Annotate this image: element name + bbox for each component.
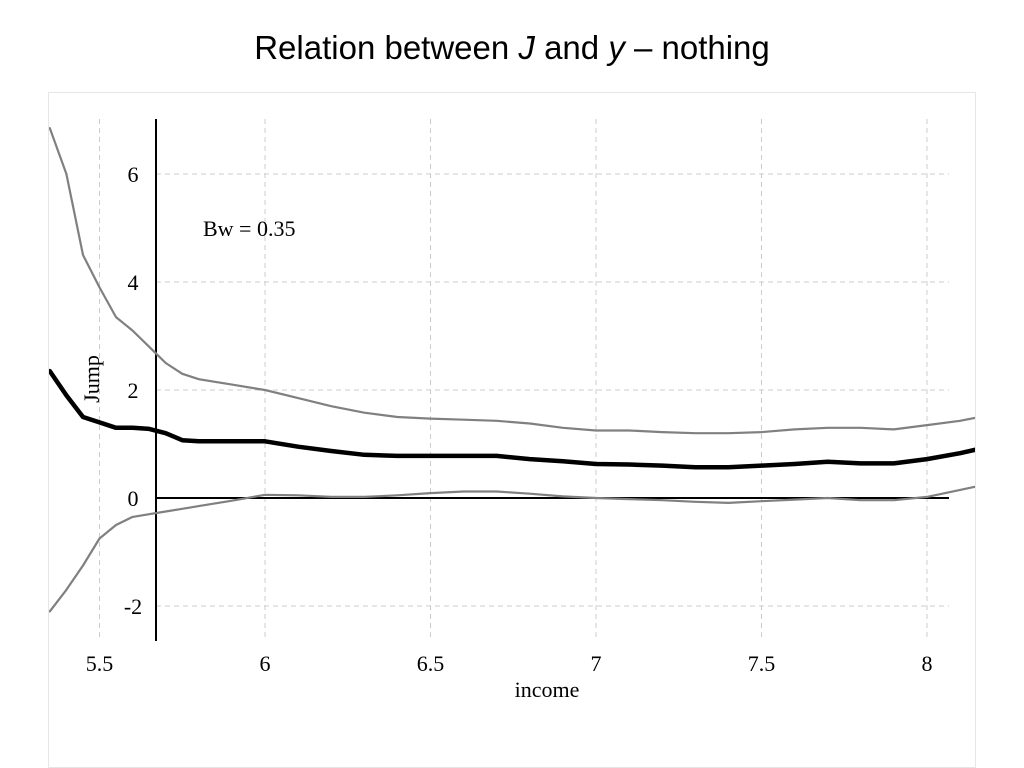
title-text-2: and xyxy=(534,29,609,66)
y-tick-label: 2 xyxy=(128,378,139,403)
title-text-3: – nothing xyxy=(624,29,770,66)
title-text-1: Relation between xyxy=(254,29,519,66)
title-symbol-y: y xyxy=(608,29,625,66)
lower-bound-line xyxy=(49,485,975,613)
bandwidth-annotation: Bw = 0.35 xyxy=(203,216,295,241)
x-tick-label: 6 xyxy=(260,651,271,676)
y-tick-label: -2 xyxy=(124,594,142,619)
title-symbol-j: J xyxy=(518,29,535,66)
y-tick-label: 0 xyxy=(128,486,139,511)
x-axis-label: income xyxy=(515,677,580,702)
y-tick-label: 6 xyxy=(128,162,139,187)
estimate-line xyxy=(49,368,975,470)
x-tick-label: 8 xyxy=(922,651,933,676)
slide-title: Relation between J and y – nothing xyxy=(0,26,1024,70)
x-tick-label: 6.5 xyxy=(417,651,445,676)
series-layer xyxy=(49,126,975,613)
x-tick-label: 7 xyxy=(591,651,602,676)
grid-layer xyxy=(99,119,949,641)
upper-bound-line xyxy=(49,126,975,435)
x-tick-label: 7.5 xyxy=(748,651,776,676)
y-tick-label: 4 xyxy=(128,270,139,295)
axis-layer xyxy=(155,119,949,641)
y-axis-label: Jump xyxy=(79,355,104,403)
x-tick-label: 5.5 xyxy=(86,651,114,676)
